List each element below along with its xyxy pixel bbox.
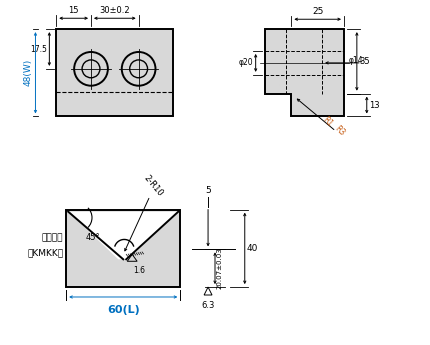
Polygon shape: [68, 212, 178, 259]
Text: 40: 40: [246, 244, 258, 253]
Bar: [56, 29, 173, 117]
Text: 17.5: 17.5: [31, 45, 47, 53]
Text: 2-R10: 2-R10: [141, 174, 164, 198]
Text: 15: 15: [68, 6, 79, 15]
Text: 6.3: 6.3: [201, 301, 214, 310]
Text: φ20: φ20: [239, 58, 253, 67]
Text: 高频淬火: 高频淬火: [42, 233, 63, 242]
Text: （KMKK）: （KMKK）: [27, 248, 63, 257]
Text: 13: 13: [368, 100, 378, 110]
Text: 60(L): 60(L): [107, 305, 139, 315]
Bar: [66, 210, 180, 287]
Text: 5: 5: [205, 186, 210, 195]
Text: φ14: φ14: [348, 56, 362, 66]
Text: R1: R1: [320, 115, 334, 128]
Text: 48(W): 48(W): [23, 59, 32, 87]
Text: 35: 35: [358, 57, 369, 66]
Text: 1.6: 1.6: [133, 266, 145, 275]
Text: 30±0.2: 30±0.2: [99, 6, 130, 15]
Text: R3: R3: [332, 125, 346, 138]
Text: 25: 25: [311, 7, 322, 16]
Polygon shape: [264, 29, 343, 117]
Text: 20.07±0.03: 20.07±0.03: [216, 247, 222, 289]
Text: 45°: 45°: [86, 233, 101, 242]
